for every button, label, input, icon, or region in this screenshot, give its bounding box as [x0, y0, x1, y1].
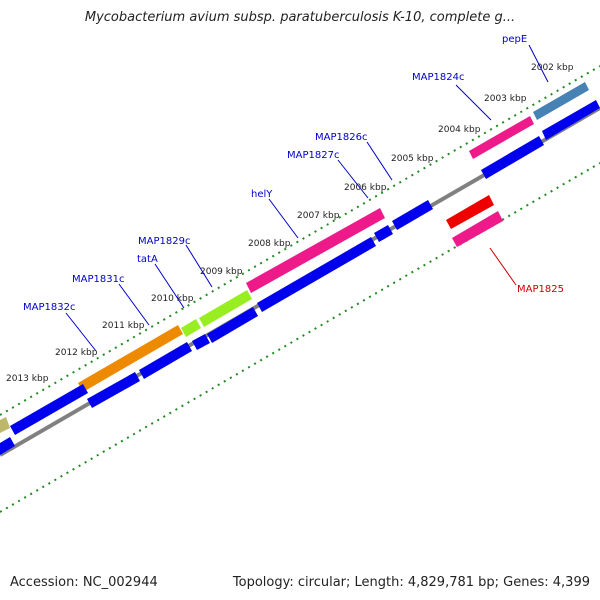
forward-genes: [0, 82, 589, 433]
tick-label-2005: 2005 kbp: [391, 154, 434, 164]
gene-blue-1[interactable]: [481, 136, 544, 179]
gene-label-MAP1831c[interactable]: MAP1831c: [72, 274, 124, 285]
gene-pepE[interactable]: [533, 82, 589, 120]
gene-blue-9[interactable]: [87, 372, 140, 408]
gene-label-MAP1826c[interactable]: MAP1826c: [315, 132, 367, 143]
gene-label-tatA[interactable]: tatA: [137, 254, 158, 265]
tick-label-2004: 2004 kbp: [438, 125, 481, 135]
gene-label-MAP1824c[interactable]: MAP1824c: [412, 72, 464, 83]
gene-MAP1829c[interactable]: [199, 290, 252, 327]
accession-text: Accession: NC_002944: [10, 575, 158, 590]
tick-label-2007: 2007 kbp: [297, 211, 340, 221]
page-title: Mycobacterium avium subsp. paratuberculo…: [84, 10, 516, 25]
gene-label-MAP1827c[interactable]: MAP1827c: [287, 150, 339, 161]
gene-blue-4[interactable]: [374, 225, 393, 242]
gene-olive[interactable]: [0, 417, 10, 433]
tick-label-2011: 2011 kbp: [102, 321, 145, 331]
tick-label-2008: 2008 kbp: [248, 239, 291, 249]
gene-blue-6[interactable]: [207, 307, 258, 343]
gene-MAP1825-red[interactable]: [446, 195, 494, 229]
tick-label-2006: 2006 kbp: [344, 183, 387, 193]
gene-MAP1825-pink[interactable]: [452, 211, 503, 247]
gene-MAP1831c[interactable]: [78, 325, 183, 392]
strand-genes: [0, 100, 600, 455]
gene-blue-10[interactable]: [10, 384, 88, 435]
tick-label-2010: 2010 kbp: [151, 294, 194, 304]
gene-helY[interactable]: [246, 208, 385, 293]
gene-blue-5[interactable]: [257, 237, 376, 312]
gene-label-helY[interactable]: helY: [251, 189, 273, 200]
outer-tick-track: [0, 65, 600, 416]
gene-blue-11[interactable]: [0, 437, 15, 455]
gene-label-MAP1825[interactable]: MAP1825: [517, 284, 564, 295]
tick-label-2012: 2012 kbp: [55, 348, 98, 358]
gene-blue-2[interactable]: [542, 100, 600, 140]
gene-blue-7[interactable]: [192, 334, 210, 350]
genome-summary-text: Topology: circular; Length: 4,829,781 bp…: [232, 575, 590, 590]
gene-leader-lines: [65, 44, 549, 352]
gene-labels: pepE MAP1824c MAP1826c MAP1827c helY MAP…: [23, 34, 564, 313]
gene-blue-8[interactable]: [139, 342, 192, 379]
gene-label-MAP1832c[interactable]: MAP1832c: [23, 302, 75, 313]
gene-tatA[interactable]: [181, 319, 201, 337]
gene-blue-3[interactable]: [392, 200, 433, 230]
tick-label-2002: 2002 kbp: [531, 63, 574, 73]
tick-label-2009: 2009 kbp: [200, 267, 243, 277]
reverse-genes: [446, 195, 503, 247]
tick-label-2013: 2013 kbp: [6, 374, 49, 384]
tick-labels: 2002 kbp 2003 kbp 2004 kbp 2005 kbp 2006…: [6, 63, 574, 384]
gene-label-MAP1829c[interactable]: MAP1829c: [138, 236, 190, 247]
tick-label-2003: 2003 kbp: [484, 94, 527, 104]
gene-label-pepE[interactable]: pepE: [502, 34, 527, 45]
gene-MAP1824c[interactable]: [469, 116, 534, 159]
